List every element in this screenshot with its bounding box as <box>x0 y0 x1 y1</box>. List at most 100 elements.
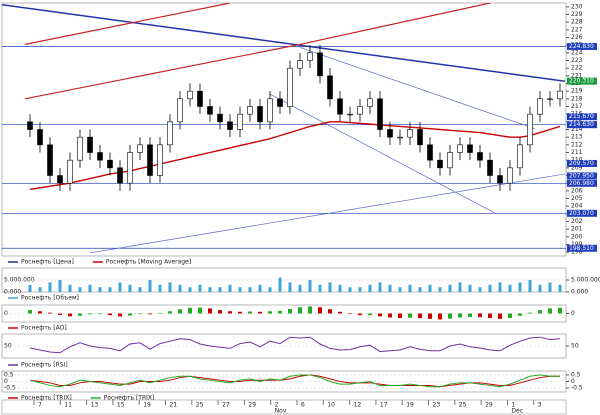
candle-body <box>527 113 533 146</box>
candle-body <box>87 136 93 153</box>
legend-label: Роснефть [AO] <box>21 325 67 332</box>
volume-bar <box>108 287 112 292</box>
trend-line <box>269 93 496 214</box>
y-tick-label: 223 <box>571 57 583 64</box>
candle-body <box>107 159 113 169</box>
y-tick-label: 230 <box>571 3 583 10</box>
ao-bar <box>148 313 152 315</box>
month-label: Dec <box>511 408 523 415</box>
candle-body <box>167 121 173 146</box>
ao-bar <box>38 311 42 314</box>
candle-body <box>387 129 393 138</box>
candle-body <box>557 90 563 100</box>
candle-body <box>237 113 243 130</box>
volume-bar <box>78 287 82 292</box>
candle-body <box>417 129 423 146</box>
y-tick-label: 222 <box>571 65 583 72</box>
candle-body <box>427 144 433 161</box>
y-tick-label: 206 <box>571 187 583 194</box>
ao-bar <box>298 307 302 314</box>
ao-bar <box>178 309 182 314</box>
ao-bar <box>188 307 192 314</box>
candle-body <box>227 121 233 130</box>
volume-bar <box>48 282 52 292</box>
ao-bar <box>308 306 312 314</box>
volume-bar <box>328 282 332 292</box>
ao-bar <box>528 312 532 314</box>
candle-body <box>47 144 53 176</box>
candle-body <box>437 159 443 169</box>
date-label: 11 <box>64 402 72 409</box>
candle-body <box>287 67 293 107</box>
level-box <box>567 179 597 187</box>
volume-bar <box>268 287 272 292</box>
y-tick-label: 198 <box>571 249 583 256</box>
ao-bar <box>118 313 122 317</box>
ao-bar <box>98 313 102 315</box>
ao-bar <box>368 313 372 316</box>
date-label: 25 <box>459 402 467 409</box>
level-box <box>567 113 597 121</box>
ao-bar <box>248 311 252 314</box>
candle-body <box>177 98 183 123</box>
ao-bar <box>338 311 342 314</box>
y-tick-label: 229 <box>571 11 583 18</box>
volume-bar <box>408 284 412 292</box>
candle-body <box>327 75 333 100</box>
volume-bar <box>58 280 62 292</box>
level-box <box>567 42 597 50</box>
y-tick-label: 204 <box>571 203 583 210</box>
ao-bar <box>198 307 202 314</box>
date-label: 13 <box>91 402 99 409</box>
y-tick-label: 217 <box>571 103 583 110</box>
legend-label: Роснефть [Цена] <box>21 259 74 266</box>
y-tick-label: 202 <box>571 218 583 225</box>
volume-bar <box>278 277 282 292</box>
volume-bar <box>468 284 472 292</box>
volume-bar <box>88 284 92 292</box>
date-label: 25 <box>196 402 204 409</box>
volume-bar <box>378 282 382 292</box>
candle-body <box>297 60 303 69</box>
candle-body <box>137 144 143 153</box>
volume-bar <box>238 287 242 292</box>
trend-line <box>2 4 566 82</box>
ao-bar <box>258 311 262 314</box>
volume-bar <box>428 284 432 292</box>
candle-body <box>377 98 383 130</box>
y-tick-label: 0.000 <box>4 289 21 296</box>
y-tick-label: 205 <box>571 195 583 202</box>
ao-bar <box>488 313 492 319</box>
trend-line <box>24 3 231 45</box>
y-tick-label: 218 <box>571 95 583 102</box>
volume-bar <box>488 284 492 292</box>
y-tick-label: 0.5 <box>4 371 14 378</box>
panel-frame <box>1 333 567 359</box>
ao-bar <box>518 313 522 316</box>
volume-bar <box>348 287 352 292</box>
candle-body <box>337 98 343 115</box>
ao-bar <box>268 311 272 314</box>
ao-bar <box>538 310 542 314</box>
y-tick-label: 214 <box>571 126 583 133</box>
y-tick-label: 200 <box>571 233 583 240</box>
y-tick-label: 201 <box>571 226 583 233</box>
ao-bar <box>498 313 502 319</box>
volume-bar <box>228 284 232 292</box>
candle-body <box>147 144 153 176</box>
y-tick-label: 226 <box>571 34 583 41</box>
volume-bar <box>518 282 522 292</box>
trend-line <box>299 47 536 130</box>
date-label: 19 <box>143 402 151 409</box>
ao-bar <box>418 313 422 319</box>
y-tick-label: 0 <box>571 310 575 317</box>
ao-bar <box>328 309 332 314</box>
ao-bar <box>478 313 482 318</box>
level-box <box>567 121 597 129</box>
candle-body <box>517 144 523 169</box>
y-tick-label: 5.000.000 <box>571 277 600 284</box>
y-tick-label: 0.5 <box>571 371 581 378</box>
ao-bar <box>438 313 442 320</box>
y-tick-label: 0.000 <box>571 289 588 296</box>
